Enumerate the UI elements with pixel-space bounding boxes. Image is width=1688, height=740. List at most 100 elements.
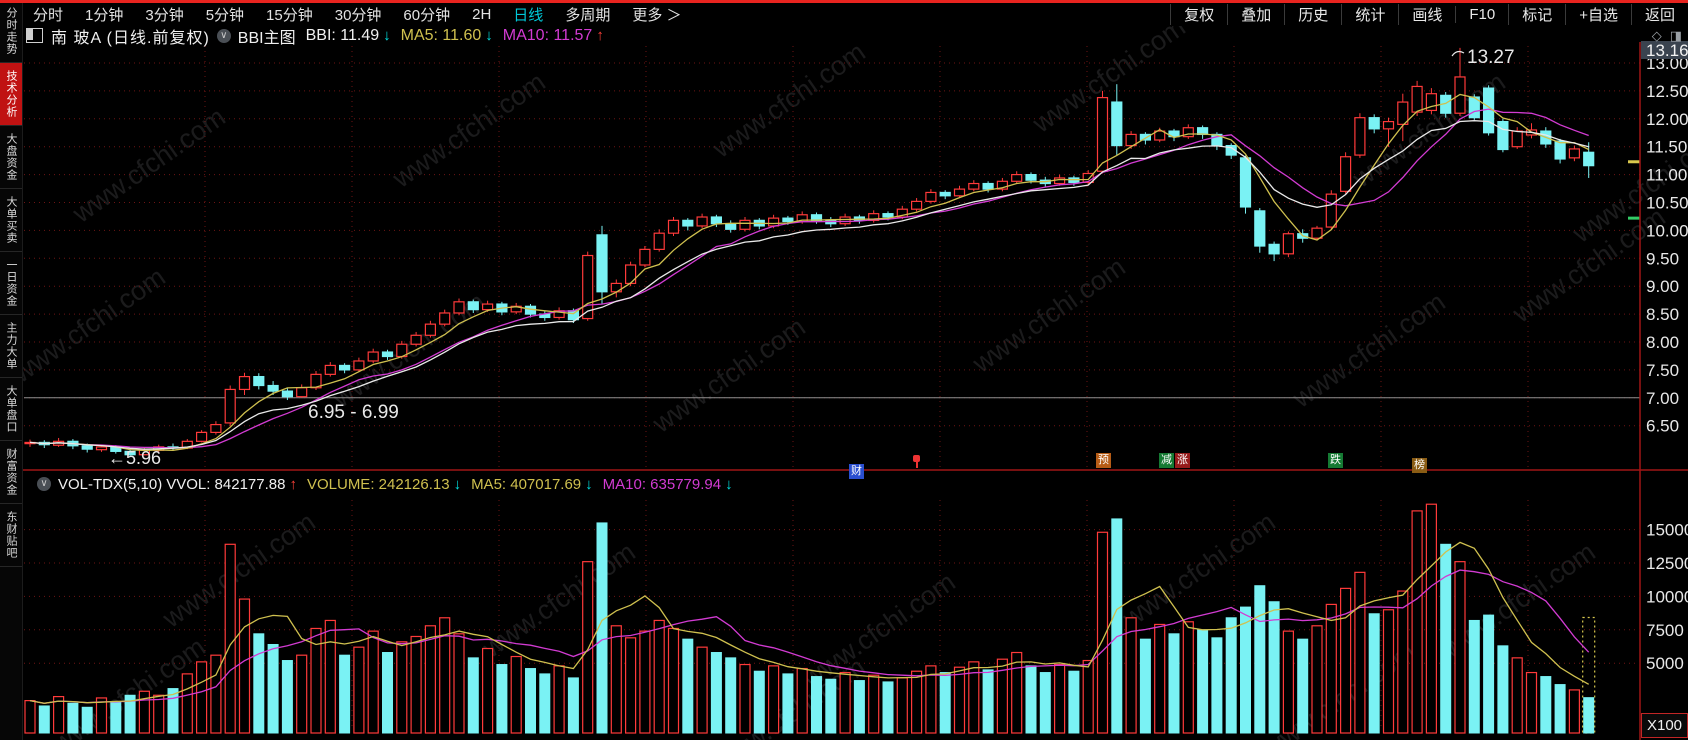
sidebar-item-8[interactable]: 东财贴吧 (0, 504, 22, 567)
volume-bar-up (453, 633, 465, 734)
volume-ma5-line (29, 541, 1590, 704)
period-tab-8[interactable]: 日线 (513, 7, 544, 24)
period-tab-5[interactable]: 30分钟 (334, 7, 382, 24)
volume-bar-down (1483, 614, 1495, 734)
gap-annotation: 6.95 - 6.99 (308, 402, 399, 423)
period-tab-0[interactable]: 分时 (33, 7, 64, 24)
volume-bar-down (38, 705, 50, 734)
period-tab-1[interactable]: 1分钟 (85, 7, 124, 24)
event-badge-3[interactable]: 涨 (1175, 453, 1190, 468)
window-split-icon[interactable] (26, 28, 43, 43)
period-tabs: 分时 1分钟 3分钟 5分钟 15分钟 30分钟 60分钟 2H 日线 多周期 更多 ＞ (22, 4, 693, 25)
ma10-up-arrow-icon: ↑ (596, 27, 604, 44)
volume-bar-up (582, 561, 594, 734)
price-tick-label: 10.00 (1646, 221, 1688, 240)
volume-bar-up (953, 666, 966, 734)
volume-bar-down (339, 654, 351, 734)
pane-layout-icon[interactable]: ◨ (1669, 27, 1682, 43)
candle-up (739, 219, 751, 230)
sidebar-item-6[interactable]: 大单盘口 (0, 378, 22, 441)
candle-up (667, 219, 680, 234)
event-badge-2[interactable]: 减 (1159, 453, 1174, 468)
tool-button-3[interactable]: 统计 (1341, 4, 1398, 25)
volume-bar-up (1568, 689, 1581, 734)
sidebar-item-3[interactable]: 大单买卖 (0, 189, 22, 252)
chevron-down-icon[interactable]: ∨ (216, 28, 231, 43)
volume-bar-down (253, 633, 265, 734)
volume-bar-down (1440, 543, 1452, 734)
volume-bar-up (396, 641, 408, 734)
tool-button-2[interactable]: 历史 (1284, 4, 1341, 25)
period-tab-2[interactable]: 3分钟 (145, 7, 184, 24)
volume-bar-up (796, 667, 808, 734)
period-tab-7[interactable]: 2H (472, 6, 492, 23)
candle-up (639, 248, 651, 266)
event-badge-4[interactable]: 跌 (1328, 453, 1343, 468)
candle-down (682, 219, 694, 227)
volume-bar-up (996, 658, 1009, 734)
tool-button-8[interactable]: 返回 (1630, 4, 1688, 25)
period-tab-4[interactable]: 15分钟 (266, 7, 313, 24)
sidebar-item-4[interactable]: 一日资金 (0, 252, 22, 315)
tool-button-7[interactable]: +自选 (1565, 4, 1631, 25)
volume-bar-up (1411, 510, 1423, 734)
candle-up (1154, 130, 1166, 141)
volume-bar-down (939, 672, 951, 734)
volume-bar-up (95, 697, 108, 734)
candle-up (1411, 85, 1423, 113)
tool-button-4[interactable]: 画线 (1398, 4, 1455, 25)
sidebar-item-1[interactable]: 技术分析 (0, 63, 22, 126)
volume-bar-up (424, 625, 436, 734)
volume-bar-up (482, 647, 494, 734)
volume-tick-label: 7500 (1646, 621, 1684, 640)
candle-up (367, 351, 379, 362)
sidebar-item-7[interactable]: 财富资金 (0, 441, 22, 504)
chart-title-bar: 南 玻A (日线.前复权) ∨ BBI主图 BBI: 11.49 ↓ MA5: … (22, 26, 1688, 47)
candle-up (324, 364, 336, 375)
volume-bar-up (353, 646, 365, 734)
vvol-value: VVOL: 842177.88 (166, 475, 286, 493)
candle-up (1382, 120, 1395, 130)
volume-value: VOLUME: 242126.13 (306, 475, 450, 493)
event-badge-1[interactable]: 预 (1096, 453, 1111, 468)
price-tick-label: 6.50 (1646, 417, 1679, 436)
sidebar-item-5[interactable]: 主力大单 (0, 315, 22, 378)
sidebar-item-0[interactable]: 分时走势 (0, 0, 22, 63)
volume-bar-down (1225, 617, 1237, 734)
period-tab-9[interactable]: 多周期 (565, 7, 611, 24)
diamond-icon[interactable]: ◇ (1651, 27, 1662, 43)
volume-bar-current (1583, 697, 1595, 734)
candle-down (253, 375, 265, 387)
tool-button-6[interactable]: 标记 (1508, 4, 1565, 25)
indicator-name[interactable]: BBI主图 (237, 29, 296, 47)
volume-bar-down (110, 701, 122, 734)
candle-up (296, 387, 308, 398)
volume-bar-up (739, 663, 751, 734)
tool-button-5[interactable]: F10 (1455, 6, 1508, 23)
volume-indicator-name[interactable]: VOL-TDX(5,10) (58, 475, 163, 493)
chevron-down-icon[interactable]: ∨ (37, 477, 51, 491)
candle-down (281, 390, 293, 398)
candle-up (353, 360, 365, 371)
volume-bar-down (1254, 585, 1266, 734)
event-badge-0[interactable]: 财 (849, 464, 864, 479)
vol-ma10-down-arrow-icon: ↓ (725, 475, 733, 493)
candle-up (839, 216, 851, 225)
tool-button-0[interactable]: 复权 (1170, 4, 1227, 25)
volume-bar-up (210, 654, 222, 734)
candle-down (1368, 117, 1380, 130)
event-badge-5[interactable]: 榜 (1412, 458, 1427, 473)
ma10-value: MA10: 11.57 (502, 26, 593, 44)
period-tab-6[interactable]: 60分钟 (403, 7, 451, 24)
period-tab-10[interactable]: 更多 ＞ (632, 7, 682, 24)
period-tab-3[interactable]: 5分钟 (205, 7, 245, 24)
tool-button-1[interactable]: 叠加 (1227, 4, 1284, 25)
event-pin-icon[interactable] (912, 455, 921, 468)
candle-up (1125, 133, 1137, 147)
volume-bar-down (496, 664, 508, 734)
sidebar-item-2[interactable]: 大盘资金 (0, 126, 22, 189)
volume-bar-up (1525, 671, 1538, 734)
volume-bar-down (1211, 637, 1223, 734)
